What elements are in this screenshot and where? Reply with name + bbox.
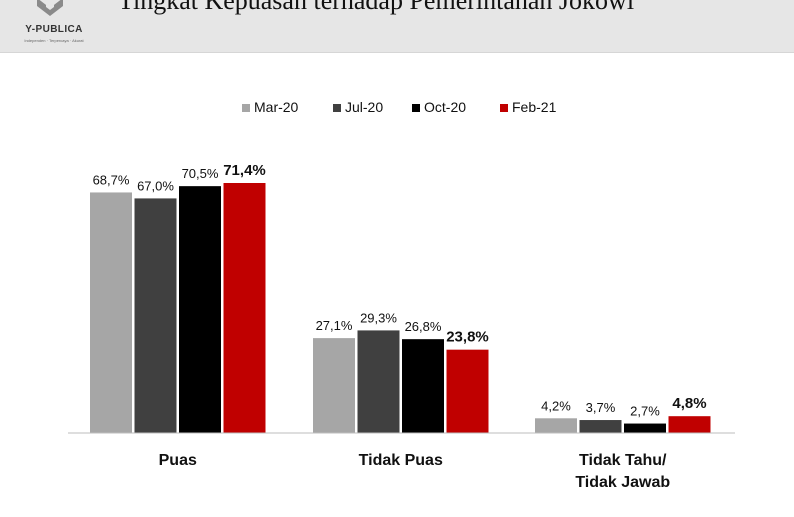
bar bbox=[446, 349, 489, 433]
data-label: 67,0% bbox=[137, 178, 174, 193]
bar bbox=[624, 423, 666, 433]
header-bar: Y-PUBLICA Independen · Terpercaya · Akur… bbox=[0, 0, 794, 53]
legend-swatch bbox=[242, 104, 250, 112]
legend-label: Oct-20 bbox=[424, 99, 466, 115]
data-label: 29,3% bbox=[360, 310, 397, 325]
bar bbox=[313, 338, 355, 433]
category-label: Puas bbox=[159, 452, 197, 469]
bar bbox=[90, 192, 132, 433]
brand-logo: Y-PUBLICA Independen · Terpercaya · Akur… bbox=[14, 0, 94, 52]
legend-swatch bbox=[412, 104, 420, 112]
category-label: Tidak Puas bbox=[359, 452, 443, 469]
bar bbox=[402, 339, 444, 433]
data-label: 70,5% bbox=[182, 166, 219, 181]
data-label: 71,4% bbox=[223, 162, 266, 179]
bar bbox=[134, 198, 177, 433]
bar bbox=[668, 416, 711, 433]
bar bbox=[535, 418, 577, 433]
bar bbox=[579, 420, 622, 433]
data-label: 2,7% bbox=[630, 404, 660, 419]
data-label: 27,1% bbox=[316, 318, 353, 333]
bar bbox=[179, 186, 221, 433]
logo-text: Y-PUBLICA bbox=[25, 24, 83, 35]
category-label: Tidak Tahu/ bbox=[579, 452, 667, 469]
legend-label: Jul-20 bbox=[345, 99, 383, 115]
data-label: 3,7% bbox=[586, 400, 616, 415]
legend-label: Mar-20 bbox=[254, 99, 299, 115]
category-label: Tidak Jawab bbox=[575, 474, 670, 491]
bar bbox=[223, 183, 266, 433]
data-label: 68,7% bbox=[93, 172, 130, 187]
legend-label: Feb-21 bbox=[512, 99, 557, 115]
data-label: 4,2% bbox=[541, 398, 571, 413]
legend-swatch bbox=[333, 104, 341, 112]
page-title: Tingkat Kepuasan terhadap Pemerintahan J… bbox=[118, 0, 635, 15]
logo-emblem-icon bbox=[37, 0, 63, 16]
bar bbox=[357, 330, 400, 433]
bar-chart: Mar-20 Jul-20 Oct-20 Feb-21 68,7% 27,1% 4,2% 67… bbox=[68, 99, 735, 491]
legend-swatch bbox=[500, 104, 508, 112]
data-label: 23,8% bbox=[446, 329, 489, 346]
data-label: 26,8% bbox=[405, 319, 442, 334]
data-label: 4,8% bbox=[672, 395, 706, 412]
logo-tagline: Independen · Terpercaya · Akurat bbox=[24, 38, 84, 43]
